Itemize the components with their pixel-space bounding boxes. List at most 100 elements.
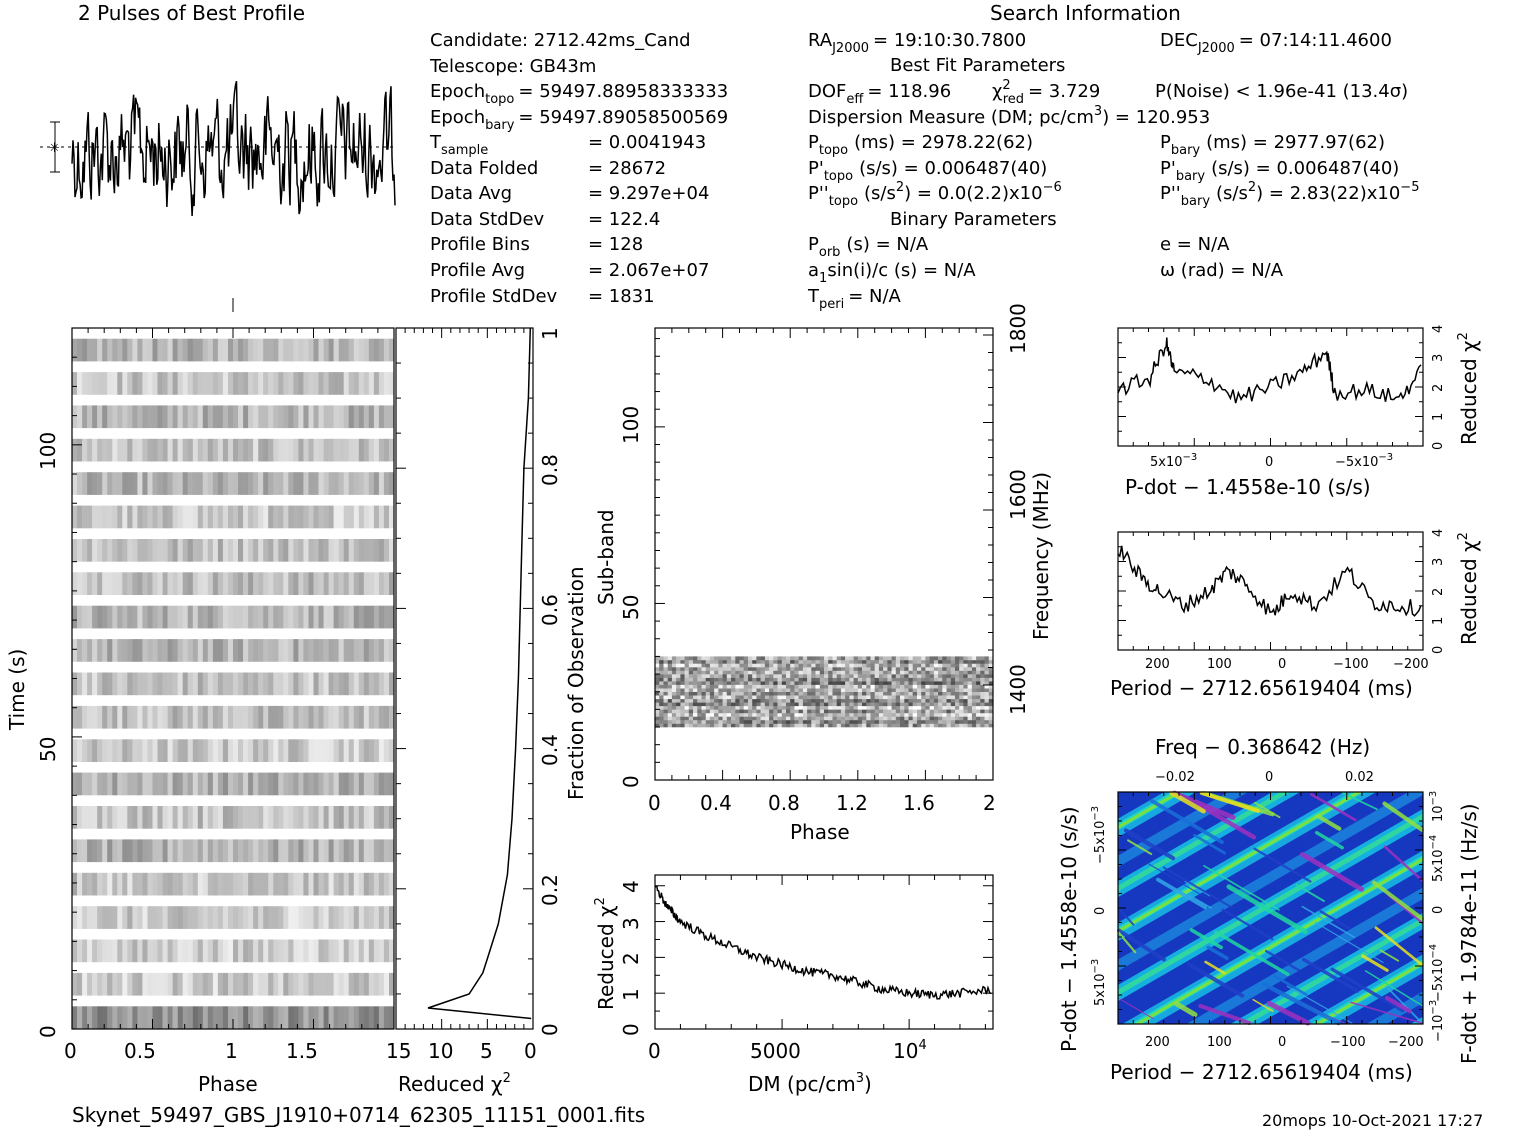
time-row-cell <box>217 438 224 462</box>
subband-cell <box>862 691 867 696</box>
time-row-cell <box>228 672 234 696</box>
subband-cell <box>693 709 698 714</box>
subband-cell <box>756 659 761 664</box>
time-row-cell <box>77 438 83 462</box>
subband-cell <box>971 667 977 671</box>
subband-cell <box>908 688 913 692</box>
subband-cell <box>705 698 711 703</box>
time-row-cell <box>207 539 214 562</box>
time-row-cell <box>132 705 138 729</box>
subband-cell <box>819 702 825 707</box>
subband-cell <box>824 691 829 696</box>
subband-cell <box>849 663 854 668</box>
subband-cell <box>773 720 778 724</box>
subband-cell <box>878 723 884 728</box>
svg-text:Ptopo(ms) = 2978.22(62): Ptopo (ms) = 2978.22(62) <box>808 132 1033 158</box>
time-row-cell <box>112 872 118 896</box>
time-row-cell <box>313 1006 319 1029</box>
time-row-cell <box>182 639 188 662</box>
subband-cell <box>760 709 766 714</box>
subband-cell <box>955 674 960 678</box>
time-row-cell <box>333 1006 339 1029</box>
subband-cell <box>769 705 774 710</box>
subband-cell <box>883 716 888 721</box>
subband-cell <box>980 677 985 682</box>
time-row-cell <box>107 739 113 762</box>
subband-cell <box>959 716 964 721</box>
time-row-cell <box>273 806 279 829</box>
time-row-cell <box>127 806 133 829</box>
time-row-cell <box>378 338 385 362</box>
time-row-cell <box>298 772 304 796</box>
time-row-cell <box>253 772 259 796</box>
subband-cell <box>735 663 740 668</box>
time-row-cell <box>303 872 309 896</box>
time-row-cell <box>162 338 168 362</box>
subband-cell <box>938 688 943 692</box>
time-row-cell <box>308 438 314 462</box>
subband-cell <box>946 656 951 661</box>
subband-cell <box>891 674 897 678</box>
time-row-cell <box>383 872 390 896</box>
subband-cell <box>739 667 744 671</box>
subband-cell <box>663 705 668 710</box>
time-row-cell <box>278 839 284 863</box>
time-row-cell <box>137 972 143 996</box>
chi2-tick-10: 10 <box>428 1039 453 1063</box>
time-row-cell <box>217 939 224 963</box>
subband-cell <box>976 712 981 717</box>
time-row-cell <box>172 472 178 495</box>
time-row-cell <box>77 872 83 896</box>
time-row-cell <box>97 572 103 595</box>
subband-cell <box>929 716 935 721</box>
time-row-cell <box>268 338 274 362</box>
subband-cell <box>807 681 812 685</box>
time-row-cell <box>212 605 219 629</box>
time-row-cell <box>212 772 219 796</box>
time-row-cell <box>217 338 224 362</box>
subband-cell <box>917 716 922 721</box>
subband-cell <box>815 720 820 724</box>
subband-cell <box>811 720 816 724</box>
time-row-cell <box>318 338 324 362</box>
subband-cell <box>845 681 850 685</box>
subband-cell <box>971 712 977 717</box>
subband-cell <box>756 695 761 700</box>
subband-cell <box>891 712 897 717</box>
time-row-cell <box>338 539 344 562</box>
ppdot-streak <box>1252 998 1274 1013</box>
subband-cell <box>794 670 799 675</box>
subband-cell <box>760 681 766 685</box>
subband-cell <box>942 720 947 724</box>
time-row-cell <box>298 572 304 595</box>
subband-cell <box>895 705 901 710</box>
subband-cell <box>955 702 960 707</box>
time-row-cell <box>187 472 193 495</box>
subband-cell <box>887 688 892 692</box>
subband-cell <box>709 691 715 696</box>
time-row-cell <box>92 605 98 629</box>
time-row-cell <box>77 705 83 729</box>
subband-cell <box>709 698 715 703</box>
time-row-cell <box>187 605 193 629</box>
time-row-cell <box>167 705 173 729</box>
subband-cell <box>705 663 711 668</box>
subband-cell <box>718 712 723 717</box>
time-row-cell <box>303 472 309 495</box>
subband-cell <box>938 720 943 724</box>
time-row-cell <box>368 672 375 696</box>
time-row-cell <box>333 705 339 729</box>
time-row-cell <box>77 338 83 362</box>
subband-cell <box>815 656 820 661</box>
subband-cell <box>933 667 939 671</box>
subband-cell <box>976 716 981 721</box>
time-row-cell <box>132 438 138 462</box>
time-row-cell <box>207 1006 214 1029</box>
time-row-cell <box>263 372 269 395</box>
time-row-cell <box>82 372 88 395</box>
subband-cell <box>807 663 812 668</box>
subband-cell <box>925 684 930 689</box>
subband-cell <box>676 674 681 678</box>
subband-cell <box>790 656 795 661</box>
subband-cell <box>955 677 960 682</box>
